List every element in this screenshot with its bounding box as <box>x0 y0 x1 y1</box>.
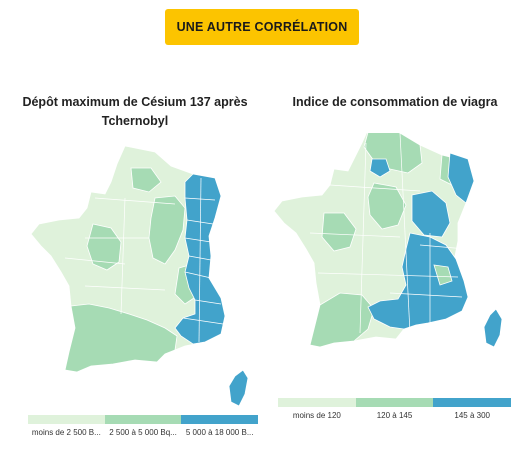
cesium-mid-west <box>86 223 122 271</box>
cesium-mid-center <box>148 195 186 265</box>
legend-label: 5 000 à 18 000 B... <box>185 428 254 437</box>
region-borders <box>64 177 224 343</box>
legend-item: moins de 2 500 B... <box>28 415 105 437</box>
legend-item: 120 à 145 <box>355 398 434 420</box>
cesium-legend: moins de 2 500 B... 2 500 à 5 000 Bq... … <box>28 415 259 437</box>
viagra-map-title: Indice de consommation de viagra <box>292 95 498 109</box>
cesium-mid-north <box>130 167 162 193</box>
region-borders <box>309 133 467 334</box>
legend-swatch-high <box>433 398 512 407</box>
viagra-mid-west <box>321 212 357 252</box>
cesium-map-panel: Dépôt maximum de Césium 137 après Tchern… <box>10 93 260 443</box>
legend-label: 2 500 à 5 000 Bq... <box>109 428 177 437</box>
viagra-legend: moins de 120 120 à 145 145 à 300 <box>278 398 512 420</box>
viagra-high-east <box>411 190 451 238</box>
legend-item: 145 à 300 <box>433 398 512 420</box>
legend-swatch-low <box>278 398 356 407</box>
viagra-high-northeast <box>447 152 475 204</box>
viagra-corsica <box>483 308 503 348</box>
legend-label: moins de 2 500 B... <box>31 428 101 437</box>
legend-label: moins de 120 <box>292 411 341 420</box>
viagra-mid-alps <box>433 264 453 286</box>
legend-label: 120 à 145 <box>376 411 413 420</box>
cesium-map-title: Dépôt maximum de Césium 137 après Tchern… <box>22 95 248 128</box>
legend-label: 145 à 300 <box>454 411 490 420</box>
viagra-mid-center <box>367 182 407 230</box>
legend-swatch-high <box>181 415 259 424</box>
viagra-france-map[interactable] <box>270 133 510 353</box>
viagra-map-panel: Indice de consommation de viagra moins d… <box>270 93 519 443</box>
legend-item: 2 500 à 5 000 Bq... <box>104 415 182 437</box>
cesium-mid-southwest <box>64 303 178 373</box>
legend-item: moins de 120 <box>278 398 356 420</box>
another-correlation-button[interactable]: UNE AUTRE CORRÉLATION <box>165 9 359 45</box>
legend-swatch-low <box>28 415 105 424</box>
cesium-corsica <box>228 369 249 407</box>
legend-swatch-mid <box>104 415 182 424</box>
legend-item: 5 000 à 18 000 B... <box>181 415 259 437</box>
legend-swatch-mid <box>355 398 434 407</box>
viagra-high-paris <box>369 158 391 178</box>
cesium-france-map[interactable] <box>25 138 250 408</box>
viagra-mid-southwest <box>309 292 375 348</box>
